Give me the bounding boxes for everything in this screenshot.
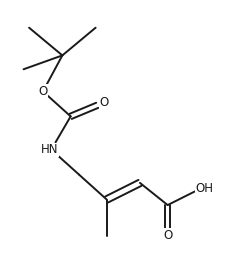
Text: O: O — [99, 96, 108, 109]
Text: HN: HN — [41, 143, 58, 156]
Text: O: O — [38, 85, 47, 98]
Text: O: O — [162, 229, 172, 242]
Text: OH: OH — [194, 182, 212, 195]
